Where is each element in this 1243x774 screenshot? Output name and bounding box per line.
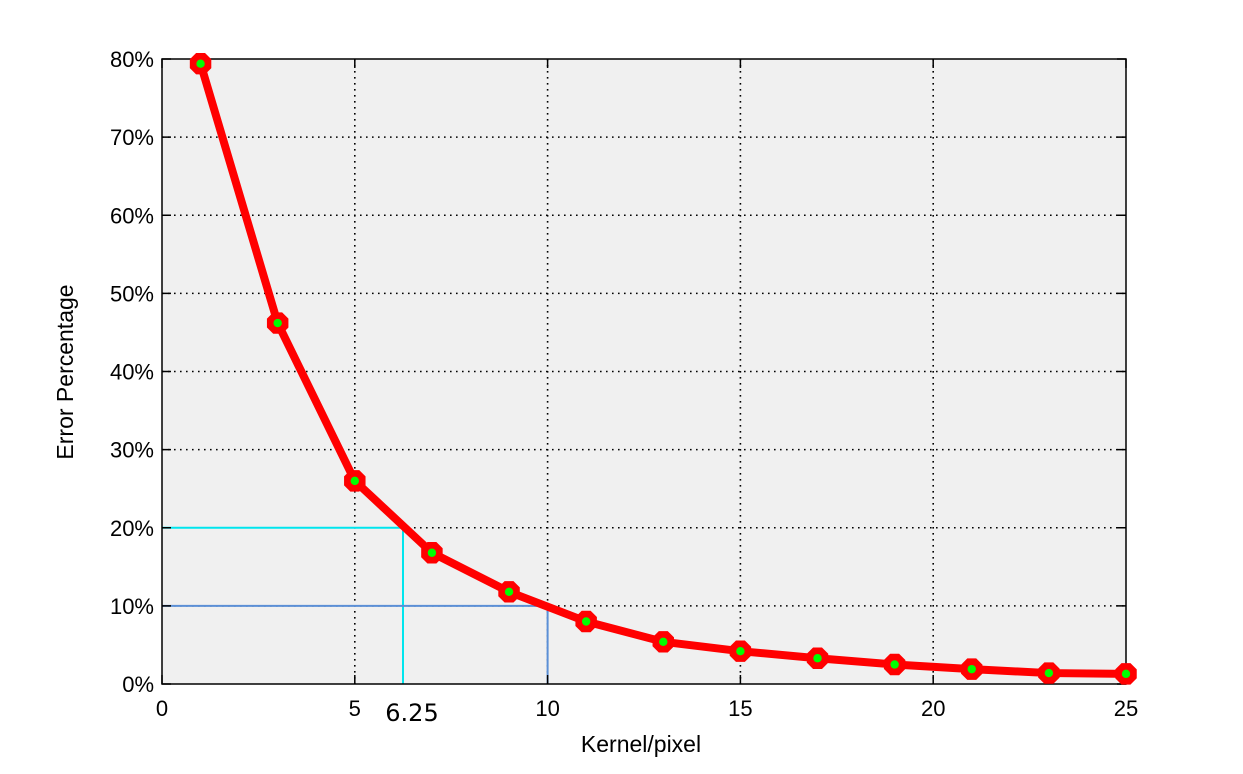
x-tick-label: 10 xyxy=(535,696,559,721)
data-point-center xyxy=(813,654,822,663)
y-tick-label: 0% xyxy=(122,672,154,697)
x-tick-label: 20 xyxy=(921,696,945,721)
data-point-center xyxy=(273,318,282,328)
x-tick-label: 0 xyxy=(156,696,168,721)
tick-labels: 0 5 10 15 20 25 0% 10% 20% 30% 40% 50% 60% 70% 80% 6.25 xyxy=(110,47,1138,727)
data-series xyxy=(189,52,1137,685)
x-tick-label: 15 xyxy=(728,696,752,721)
data-point-center xyxy=(1044,668,1054,678)
y-tick-label: 70% xyxy=(110,125,154,150)
x-tick-label: 25 xyxy=(1114,696,1138,721)
data-point-center xyxy=(350,476,359,486)
data-point-center xyxy=(967,664,976,674)
y-tick-label: 60% xyxy=(110,203,154,228)
data-point-center xyxy=(659,637,668,647)
data-point-center xyxy=(890,660,899,669)
y-tick-label: 80% xyxy=(110,47,154,72)
data-point-center xyxy=(427,548,437,557)
x-tick-label: 5 xyxy=(349,696,361,721)
grid xyxy=(162,59,1126,684)
y-tick-label: 40% xyxy=(110,360,154,385)
y-tick-label: 10% xyxy=(110,594,154,619)
y-axis-label: Error Percentage xyxy=(52,284,78,459)
data-point-center xyxy=(1121,669,1131,679)
data-point-center xyxy=(196,59,205,68)
y-tick-label: 20% xyxy=(110,516,154,541)
y-tick-label: 50% xyxy=(110,281,154,306)
y-tick-label: 30% xyxy=(110,438,154,463)
guide-annotation-label: 6.25 xyxy=(385,699,438,727)
guide-lines xyxy=(162,526,549,684)
x-axis-label: Kernel/pixel xyxy=(581,731,701,757)
data-point-center xyxy=(736,646,745,656)
plot-background xyxy=(162,59,1126,684)
data-point-center xyxy=(504,587,514,597)
data-point-center xyxy=(581,617,591,626)
